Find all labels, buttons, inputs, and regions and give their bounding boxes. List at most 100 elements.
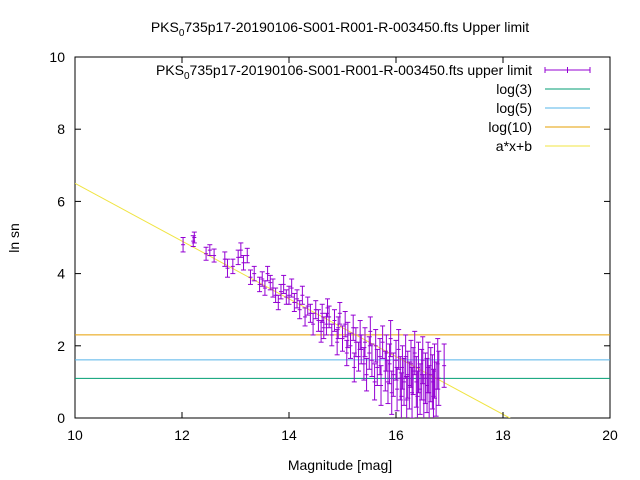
data-point: [414, 370, 420, 418]
data-point: [267, 274, 273, 291]
data-point: [351, 352, 357, 383]
y-axis-label: ln sn: [6, 223, 22, 253]
x-tick-label: 20: [602, 427, 618, 443]
data-point: [362, 327, 368, 358]
data-point: [238, 242, 244, 258]
data-point: [299, 285, 305, 305]
data-point: [390, 352, 396, 397]
data-point: [372, 363, 378, 401]
data-point: [404, 375, 410, 418]
data-point: [378, 365, 384, 406]
data-point: [420, 336, 426, 385]
data-point: [259, 271, 265, 287]
data-point: [247, 269, 253, 285]
chart-title: PKS0735p17-20190106-S001-R001-R-003450.f…: [151, 19, 529, 39]
data-point: [244, 247, 250, 264]
data-point: [369, 343, 375, 377]
data-point: [207, 244, 213, 257]
data-point: [305, 296, 311, 316]
data-point: [262, 280, 268, 296]
data-point: [281, 274, 287, 294]
x-tick-label: 18: [495, 427, 511, 443]
legend-label: PKS0735p17-20190106-S001-R001-R-003450.f…: [156, 62, 532, 82]
chart-title-suffix: 735p17-20190106-S001-R001-R-003450.fts U…: [184, 19, 529, 35]
data-point: [441, 343, 447, 388]
data-point: [291, 292, 297, 313]
x-axis-ticks: 10 12 14 16 18 20: [67, 57, 618, 443]
legend: PKS0735p17-20190106-S001-R001-R-003450.f…: [156, 62, 591, 154]
y-axis-ticks: 0 2 4 6 8 10: [49, 49, 610, 426]
data-point: [326, 305, 332, 329]
data-point: [257, 276, 263, 293]
legend-label: log(3): [496, 81, 532, 97]
legend-label: log(10): [488, 119, 532, 135]
data-point: [361, 347, 367, 381]
data-point: [318, 320, 324, 343]
y-tick-label: 6: [57, 193, 65, 209]
data-point: [436, 350, 442, 406]
legend-entry: a*x+b: [496, 138, 590, 154]
data-point: [340, 325, 345, 352]
legend-label: a*x+b: [496, 138, 532, 154]
x-tick-label: 10: [67, 427, 83, 443]
data-point: [319, 303, 325, 323]
data-point: [329, 323, 335, 347]
data-point: [241, 255, 247, 271]
data-point: [374, 348, 380, 387]
series-layer: [75, 182, 610, 418]
legend-entry: log(10): [488, 119, 590, 135]
y-tick-label: 8: [57, 121, 65, 137]
data-point: [396, 329, 402, 370]
data-point: [265, 265, 271, 282]
y-tick-label: 10: [49, 49, 65, 65]
data-point: [310, 312, 316, 336]
data-point: [388, 320, 394, 358]
data-point: [342, 311, 348, 338]
data-point: [251, 265, 257, 282]
data-point: [294, 289, 300, 309]
data-point: [344, 339, 350, 367]
y-tick-label: 2: [57, 338, 65, 354]
x-tick-label: 16: [388, 427, 404, 443]
data-point: [337, 301, 343, 325]
plot-frame: [74, 56, 611, 419]
x-axis-label: Magnitude [mag]: [288, 457, 392, 473]
data-point: [224, 258, 230, 278]
data-point: [230, 258, 236, 275]
data-point: [275, 294, 281, 311]
chart-title-prefix: PKS: [151, 19, 179, 35]
data-point: [348, 332, 354, 359]
data-point: [364, 357, 370, 392]
legend-entry: log(3): [496, 81, 590, 97]
data-point: [380, 325, 386, 359]
data-point: [377, 338, 383, 376]
legend-entry: log(5): [496, 100, 590, 116]
data-point: [393, 339, 399, 381]
data-point: [286, 285, 292, 305]
data-point: [289, 278, 295, 298]
x-tick-label: 14: [281, 427, 297, 443]
data-point: [383, 334, 389, 372]
y-tick-label: 0: [57, 410, 65, 426]
y-tick-label: 4: [57, 266, 65, 282]
data-point: [345, 321, 351, 349]
data-point: [211, 248, 217, 263]
data-point: [203, 246, 209, 261]
data-point: [394, 366, 400, 412]
data-point: [191, 231, 197, 244]
data-point: [180, 237, 186, 253]
data-point: [302, 307, 308, 327]
data-point: [331, 309, 337, 332]
data-point: [353, 327, 359, 358]
x-tick-label: 12: [174, 427, 190, 443]
data-point: [297, 300, 303, 320]
legend-label: log(5): [496, 100, 532, 116]
data-point: [334, 329, 340, 356]
data-point: [283, 289, 289, 305]
data-point: [398, 372, 404, 418]
data-point: [366, 336, 372, 370]
chart-title-subscript: 0: [179, 28, 185, 39]
data-point: [278, 283, 284, 300]
legend-entry: PKS0735p17-20190106-S001-R001-R-003450.f…: [156, 62, 591, 82]
